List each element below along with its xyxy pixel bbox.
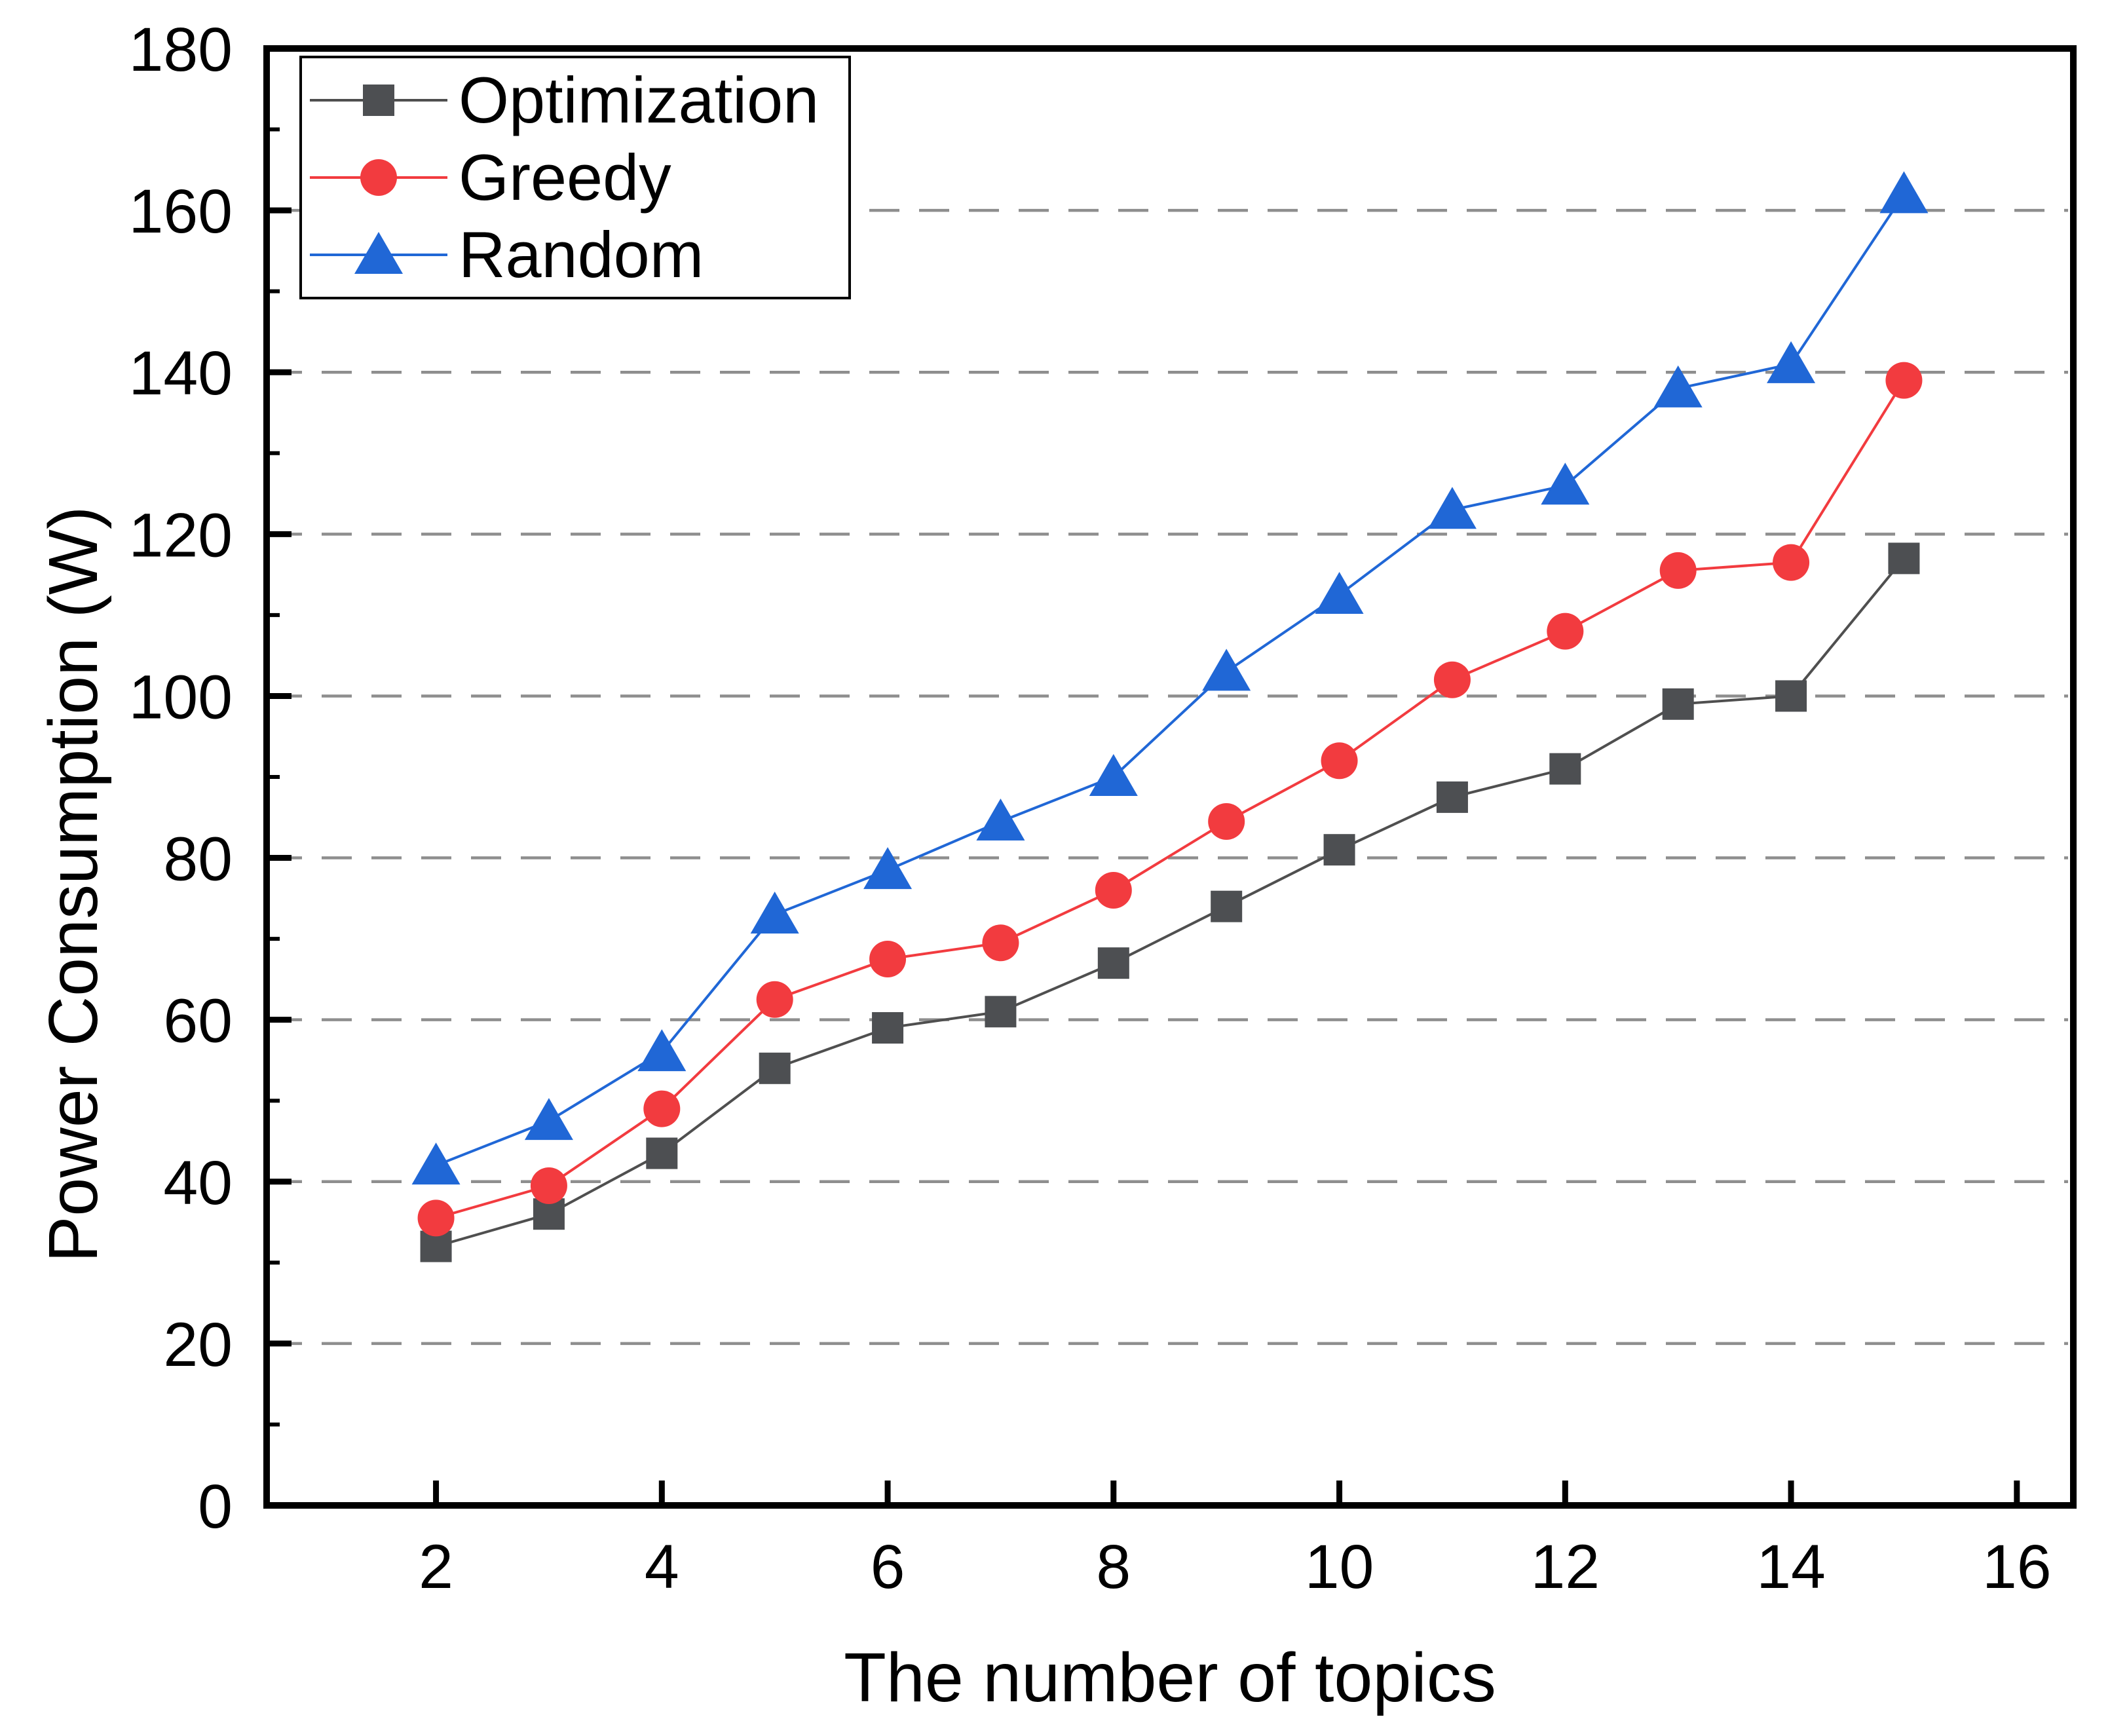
legend-triangle-icon	[354, 232, 403, 274]
y-tick-label-160: 160	[128, 177, 233, 246]
random-marker-x5	[750, 892, 799, 934]
x-tick-label-4: 4	[645, 1532, 679, 1602]
legend-item-random: Random	[310, 218, 704, 291]
optimization-marker-x10	[1323, 834, 1355, 866]
random-marker-x12	[1541, 462, 1590, 505]
greedy-marker-x2	[417, 1199, 455, 1237]
greedy-marker-x3	[530, 1167, 567, 1204]
greedy-marker-x7	[982, 924, 1019, 962]
random-marker-x9	[1202, 649, 1251, 691]
greedy-marker-x14	[1773, 544, 1810, 581]
random-marker-x6	[863, 847, 913, 890]
tick-labels: 0 20 40 60 80 100 120 140 160 180 2 4 6 8 10 12 14 16	[128, 15, 2051, 1602]
y-tick-label-140: 140	[128, 339, 233, 408]
x-tick-label-8: 8	[1096, 1532, 1131, 1602]
optimization-marker-x7	[985, 996, 1017, 1028]
x-tick-label-12: 12	[1530, 1532, 1600, 1602]
y-tick-label-80: 80	[163, 825, 233, 894]
optimization-marker-x8	[1097, 947, 1129, 979]
optimization-marker-x9	[1211, 890, 1243, 922]
greedy-marker-x10	[1321, 742, 1358, 780]
optimization-marker-x15	[1888, 542, 1920, 575]
optimization-marker-x4	[646, 1137, 678, 1169]
y-tick-label-60: 60	[163, 987, 233, 1056]
y-tick-label-120: 120	[128, 500, 233, 570]
y-tick-label-180: 180	[128, 15, 233, 85]
greedy-line	[436, 379, 1906, 1220]
legend-label-optimization: Optimization	[459, 64, 819, 136]
random-marker-x14	[1767, 341, 1816, 383]
random-marker-x10	[1315, 572, 1364, 614]
random-marker-x2	[411, 1142, 461, 1185]
optimization-line	[436, 557, 1905, 1248]
random-marker-x4	[637, 1029, 687, 1072]
optimization-marker-x5	[759, 1052, 791, 1084]
random-marker-x7	[976, 798, 1025, 840]
legend-item-optimization: Optimization	[310, 64, 819, 136]
greedy-marker-x4	[643, 1090, 681, 1127]
optimization-marker-x12	[1549, 753, 1581, 785]
optimization-marker-x6	[872, 1012, 904, 1044]
greedy-marker-x9	[1208, 802, 1245, 840]
series-random	[411, 171, 1929, 1185]
legend-item-greedy: Greedy	[310, 141, 671, 214]
legend-square-icon	[363, 85, 394, 116]
optimization-marker-x13	[1662, 688, 1694, 720]
series-greedy	[417, 362, 1923, 1237]
x-tick-label-14: 14	[1756, 1532, 1826, 1602]
y-tick-label-40: 40	[163, 1148, 233, 1218]
random-marker-x8	[1089, 754, 1138, 796]
x-tick-label-2: 2	[419, 1532, 453, 1602]
optimization-marker-x11	[1436, 781, 1468, 813]
y-tick-label-100: 100	[128, 662, 233, 732]
y-tick-label-0: 0	[198, 1472, 233, 1541]
greedy-marker-x15	[1885, 362, 1923, 399]
y-tick-label-20: 20	[163, 1310, 233, 1380]
legend-label-random: Random	[459, 218, 704, 291]
optimization-marker-x14	[1775, 680, 1807, 712]
random-marker-x13	[1653, 365, 1703, 407]
data-series	[411, 171, 1929, 1262]
axis-ticks	[267, 45, 2020, 1509]
y-axis-title: Power Consumption (W)	[35, 506, 112, 1263]
random-marker-x15	[1879, 171, 1929, 214]
x-tick-label-16: 16	[1982, 1532, 2052, 1602]
greedy-marker-x6	[869, 941, 907, 977]
random-marker-x3	[524, 1098, 573, 1141]
greedy-marker-x12	[1547, 613, 1584, 650]
gridlines	[272, 208, 2068, 1346]
legend-label-greedy: Greedy	[459, 141, 671, 214]
random-marker-x11	[1427, 487, 1477, 529]
series-optimization	[420, 542, 1920, 1262]
greedy-marker-x5	[756, 981, 793, 1018]
x-tick-label-6: 6	[871, 1532, 905, 1602]
greedy-marker-x8	[1095, 871, 1132, 909]
greedy-marker-x11	[1433, 661, 1471, 698]
greedy-marker-x13	[1659, 552, 1697, 589]
legend-circle-icon	[360, 159, 397, 196]
x-tick-label-10: 10	[1305, 1532, 1374, 1602]
x-axis-title: The number of topics	[844, 1639, 1496, 1716]
